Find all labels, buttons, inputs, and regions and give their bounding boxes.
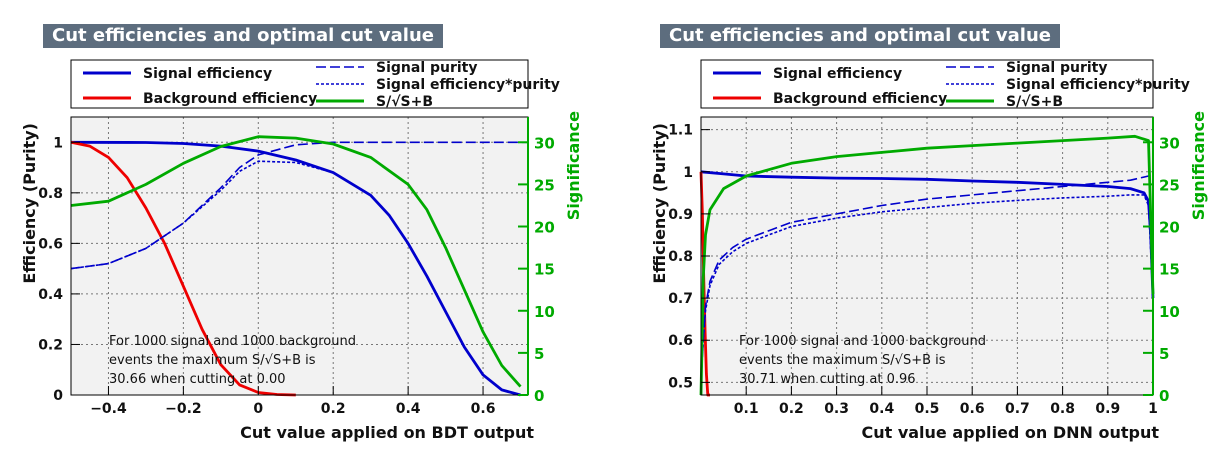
x-tick-label: 0.4: [869, 401, 894, 417]
y-axis-title: Efficiency (Purity): [20, 123, 39, 284]
y-tick-label: 1: [683, 165, 693, 181]
x-tick-label: 0.3: [824, 401, 849, 417]
legend-label: Background efficiency: [773, 91, 947, 107]
y2-tick-label: 30: [534, 134, 555, 152]
annotation-line: events the maximum S/√S+B is: [109, 353, 316, 368]
legend-label: Signal efficiency: [143, 66, 272, 82]
x-tick-label: 0.4: [396, 401, 421, 417]
series-line-signal-efficiency-purity: [700, 194, 1154, 383]
y-tick-label: 0.4: [38, 287, 63, 303]
y2-tick-label: 30: [1159, 134, 1180, 152]
legend-label: Signal purity: [1006, 60, 1108, 76]
legend-label: Signal purity: [376, 60, 478, 76]
y2-axis-title: Significance: [1189, 111, 1208, 220]
x-tick-label: 1: [1148, 401, 1158, 417]
y-tick-label: 0.9: [668, 207, 693, 223]
legend-box: [70, 59, 529, 109]
x-tick-label: 0: [253, 401, 263, 417]
y2-tick-label: 10: [534, 303, 555, 321]
chart-panel-dnn: Cut efficiencies and optimal cut value 0…: [614, 0, 1228, 469]
legend-label: Signal efficiency: [773, 66, 902, 82]
y-tick-label: 0.5: [668, 375, 693, 391]
chart-title: Cut efficiencies and optimal cut value: [660, 24, 1060, 48]
annotation-line: 30.71 when cutting at 0.96: [739, 372, 916, 387]
chart-title: Cut efficiencies and optimal cut value: [43, 24, 443, 48]
legend-label: Background efficiency: [143, 91, 317, 107]
x-tick-label: −0.2: [165, 401, 202, 417]
series-line-signal-purity: [700, 173, 1154, 383]
y-tick-label: 0.7: [668, 291, 693, 307]
dnn-efficiency-chart: 0.1 0.2 0.3 0.4 0.5 0.6 0.7 0.8 0.9 1 0.5 0.6 0.7 0.8…: [650, 59, 1208, 442]
y2-tick-label: 15: [534, 261, 555, 279]
series-line-signal-efficiency: [700, 170, 1155, 299]
x-tick-label: −0.4: [90, 401, 127, 417]
legend-label: Signal efficiency*purity: [376, 77, 560, 93]
legend-label: S/√S+B: [376, 94, 433, 110]
y-tick-label: 1.1: [668, 123, 693, 139]
y2-tick-label: 15: [1159, 261, 1180, 279]
annotation-line: 30.66 when cutting at 0.00: [109, 372, 286, 387]
x-tick-label: 0.6: [960, 401, 985, 417]
annotation-line: For 1000 signal and 1000 background: [109, 334, 356, 349]
legend-label: Signal efficiency*purity: [1006, 77, 1190, 93]
x-tick-label: 0.1: [734, 401, 759, 417]
chart-panel-bdt: Cut efficiencies and optimal cut value −…: [0, 0, 614, 469]
x-tick-label: 0.9: [1095, 401, 1120, 417]
y2-tick-label: 25: [534, 176, 555, 194]
legend-label: S/√S+B: [1006, 94, 1063, 110]
x-axis-title: Cut value applied on BDT output: [240, 423, 534, 442]
y2-tick-label: 5: [534, 345, 544, 363]
x-tick-label: 0.5: [915, 401, 940, 417]
x-tick-label: 0.6: [471, 401, 496, 417]
x-tick-label: 0.2: [321, 401, 346, 417]
series-line-signal-efficiency-purity: [70, 160, 521, 396]
annotation-line: For 1000 signal and 1000 background: [739, 334, 986, 349]
x-tick-label: 0.2: [779, 401, 804, 417]
series-line-s-s-b: [699, 134, 1155, 396]
y-tick-label: 0.2: [38, 337, 63, 353]
x-axis-title: Cut value applied on DNN output: [861, 423, 1159, 442]
x-tick-label: 0.7: [1005, 401, 1030, 417]
y2-tick-label: 0: [534, 387, 544, 405]
y2-tick-label: 20: [1159, 219, 1180, 237]
y2-tick-label: 10: [1159, 303, 1180, 321]
y-tick-label: 1: [53, 135, 63, 151]
y-tick-label: 0.8: [668, 249, 693, 265]
bdt-efficiency-chart: −0.4 −0.2 0 0.2 0.4 0.600.20.40.60.8105101520…: [20, 59, 583, 442]
y2-axis-title: Significance: [564, 111, 583, 220]
y2-tick-label: 5: [1159, 345, 1169, 363]
y-tick-label: 0.6: [668, 333, 693, 349]
y-tick-label: 0.6: [38, 236, 63, 252]
y-tick-label: 0: [53, 388, 63, 404]
y-tick-label: 0.8: [38, 186, 63, 202]
y2-tick-label: 25: [1159, 176, 1180, 194]
legend-box: [700, 59, 1154, 109]
y2-tick-label: 0: [1159, 387, 1169, 405]
x-tick-label: 0.8: [1050, 401, 1075, 417]
series-line-s-s-b: [70, 135, 522, 388]
annotation-line: events the maximum S/√S+B is: [739, 353, 946, 368]
y2-tick-label: 20: [534, 219, 555, 237]
y-axis-title: Efficiency (Purity): [650, 123, 669, 284]
